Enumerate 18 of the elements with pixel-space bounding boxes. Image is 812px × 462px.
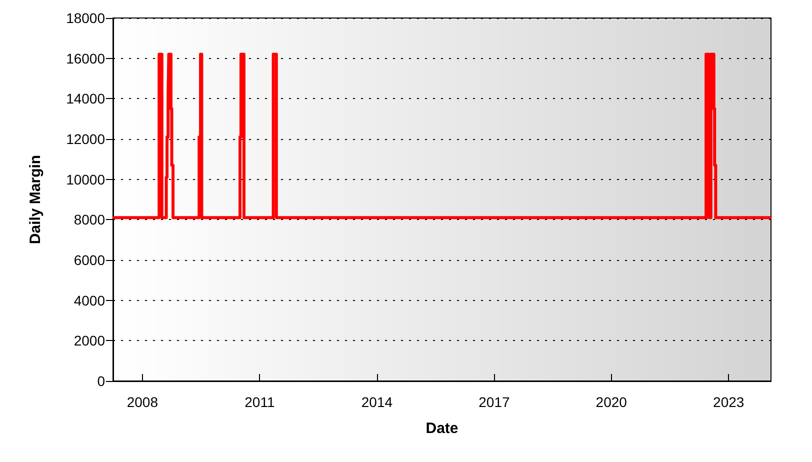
- y-tick-label: 8000: [74, 212, 106, 228]
- y-tick-label: 0: [97, 373, 106, 389]
- y-tick-label: 10000: [66, 171, 106, 188]
- x-tick-label: 2023: [713, 394, 744, 410]
- y-tick-label: 2000: [74, 332, 106, 349]
- y-tick-label: 4000: [74, 292, 106, 308]
- y-tick-label: 18000: [66, 10, 106, 26]
- x-tick-label: 2011: [244, 394, 275, 410]
- x-tick-label: 2020: [596, 394, 628, 410]
- y-axis-title: Daily Margin: [27, 154, 44, 244]
- y-tick-label: 12000: [66, 131, 106, 147]
- x-tick-label: 2008: [126, 394, 158, 410]
- x-tick-label: 2014: [361, 394, 393, 410]
- y-tick-label: 6000: [74, 252, 106, 268]
- x-tick-label: 2017: [478, 394, 510, 410]
- x-axis-title: Date: [426, 420, 458, 437]
- y-tick-label: 14000: [66, 90, 106, 107]
- y-tick-label: 16000: [66, 50, 106, 66]
